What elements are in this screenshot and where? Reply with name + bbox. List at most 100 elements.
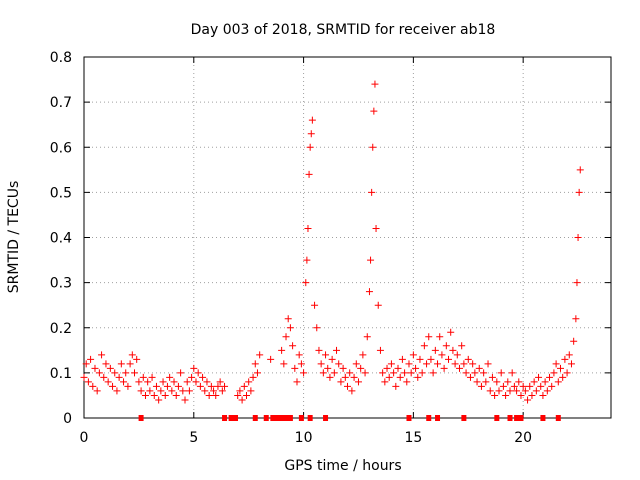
data-point bbox=[354, 378, 362, 386]
data-point bbox=[251, 360, 259, 368]
data-point bbox=[414, 373, 422, 381]
data-point bbox=[398, 355, 406, 363]
data-point bbox=[289, 342, 297, 350]
data-point bbox=[291, 364, 299, 372]
zero-marker bbox=[222, 415, 228, 421]
data-point bbox=[322, 351, 330, 359]
y-tick-label: 0.3 bbox=[50, 276, 72, 292]
zero-markers bbox=[138, 415, 561, 421]
data-point bbox=[486, 387, 494, 395]
data-point bbox=[192, 378, 200, 386]
data-point bbox=[207, 382, 215, 390]
data-point bbox=[499, 382, 507, 390]
data-point bbox=[506, 387, 514, 395]
data-point bbox=[369, 143, 377, 151]
zero-marker bbox=[270, 415, 276, 421]
data-point bbox=[361, 369, 369, 377]
data-point bbox=[574, 234, 582, 241]
data-point bbox=[563, 369, 571, 377]
data-point bbox=[122, 369, 130, 377]
data-point bbox=[573, 279, 581, 287]
data-point bbox=[282, 333, 290, 341]
grid-lines bbox=[84, 57, 611, 418]
zero-marker bbox=[461, 415, 467, 421]
data-point bbox=[126, 360, 134, 368]
data-point bbox=[416, 355, 424, 363]
data-point bbox=[214, 382, 222, 390]
data-point bbox=[295, 351, 303, 359]
x-tick-label: 0 bbox=[80, 430, 89, 446]
chart-title: Day 003 of 2018, SRMTID for receiver ab1… bbox=[191, 22, 496, 38]
data-point bbox=[372, 224, 380, 232]
data-point bbox=[543, 387, 551, 395]
data-point bbox=[324, 364, 332, 372]
zero-marker bbox=[555, 415, 561, 421]
data-point bbox=[530, 378, 538, 386]
data-point bbox=[475, 364, 483, 372]
data-point bbox=[497, 369, 505, 377]
data-point bbox=[532, 387, 540, 395]
data-point bbox=[337, 378, 345, 386]
data-point bbox=[480, 369, 488, 377]
data-point bbox=[550, 369, 558, 377]
data-point bbox=[387, 360, 395, 368]
data-point bbox=[464, 355, 472, 363]
y-tick-label: 0.7 bbox=[50, 95, 72, 111]
data-point bbox=[484, 360, 492, 368]
data-point bbox=[201, 387, 209, 395]
data-point bbox=[159, 378, 167, 386]
data-point bbox=[216, 378, 224, 386]
data-point bbox=[93, 387, 101, 395]
x-tick-label: 10 bbox=[295, 430, 313, 446]
data-point bbox=[238, 396, 246, 404]
data-point bbox=[455, 364, 463, 372]
data-point bbox=[313, 324, 321, 332]
data-point bbox=[462, 369, 470, 377]
zero-marker bbox=[298, 415, 304, 421]
data-point bbox=[284, 315, 292, 323]
data-point bbox=[420, 342, 428, 350]
data-point bbox=[234, 391, 242, 399]
data-point bbox=[438, 351, 446, 359]
data-point bbox=[521, 387, 529, 395]
data-point bbox=[177, 369, 185, 377]
data-point bbox=[297, 360, 305, 368]
data-point bbox=[407, 369, 415, 377]
data-point bbox=[348, 387, 356, 395]
data-point bbox=[199, 373, 207, 381]
zero-marker bbox=[406, 415, 412, 421]
data-point bbox=[482, 378, 490, 386]
data-point bbox=[570, 337, 578, 345]
data-point bbox=[306, 143, 314, 151]
data-point bbox=[576, 166, 584, 174]
data-point bbox=[556, 364, 564, 372]
data-point bbox=[385, 373, 393, 381]
data-point bbox=[205, 391, 213, 399]
data-point bbox=[460, 360, 468, 368]
data-point bbox=[535, 373, 543, 381]
data-point bbox=[442, 342, 450, 350]
data-point bbox=[326, 373, 334, 381]
data-point bbox=[305, 170, 313, 178]
zero-marker bbox=[138, 415, 144, 421]
zero-marker bbox=[435, 415, 441, 421]
data-point bbox=[221, 382, 229, 390]
data-point bbox=[559, 373, 567, 381]
zero-marker bbox=[233, 415, 239, 421]
data-point bbox=[253, 369, 261, 377]
data-point bbox=[495, 387, 503, 395]
data-point bbox=[357, 364, 365, 372]
data-point bbox=[493, 378, 501, 386]
data-point bbox=[515, 378, 523, 386]
data-point bbox=[100, 373, 108, 381]
data-point bbox=[477, 382, 485, 390]
data-point bbox=[115, 373, 123, 381]
x-axis-ticks: 0 5 10 15 20 bbox=[80, 57, 532, 446]
data-point bbox=[390, 369, 398, 377]
data-point bbox=[124, 382, 132, 390]
data-point bbox=[278, 346, 286, 354]
data-point bbox=[133, 355, 141, 363]
data-point bbox=[363, 333, 371, 341]
data-point bbox=[449, 346, 457, 354]
data-point bbox=[434, 360, 442, 368]
